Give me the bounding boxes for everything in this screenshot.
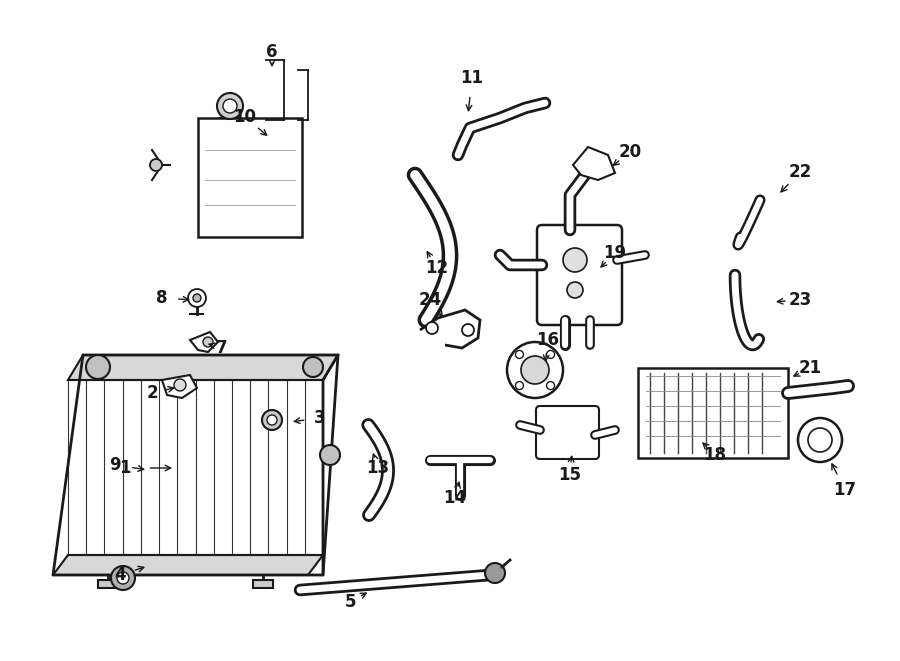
Circle shape xyxy=(267,415,277,425)
FancyBboxPatch shape xyxy=(537,225,622,325)
Circle shape xyxy=(516,381,524,389)
Text: 16: 16 xyxy=(536,331,560,349)
Circle shape xyxy=(188,289,206,307)
Circle shape xyxy=(563,248,587,272)
FancyBboxPatch shape xyxy=(536,406,599,459)
Circle shape xyxy=(111,566,135,590)
Bar xyxy=(253,580,273,588)
Circle shape xyxy=(462,324,474,336)
Polygon shape xyxy=(573,147,615,180)
Circle shape xyxy=(521,356,549,384)
Text: 22: 22 xyxy=(788,163,812,181)
Circle shape xyxy=(546,381,554,389)
Text: 20: 20 xyxy=(618,143,642,161)
Circle shape xyxy=(507,342,563,398)
Circle shape xyxy=(303,357,323,377)
Circle shape xyxy=(217,93,243,119)
Text: 9: 9 xyxy=(109,456,121,474)
Polygon shape xyxy=(162,375,197,398)
Text: 17: 17 xyxy=(833,481,857,499)
Circle shape xyxy=(193,294,201,302)
Circle shape xyxy=(546,350,554,358)
Text: 15: 15 xyxy=(559,466,581,484)
Text: 5: 5 xyxy=(344,593,356,611)
Circle shape xyxy=(808,428,832,452)
Text: 24: 24 xyxy=(418,291,442,309)
Circle shape xyxy=(203,337,213,347)
Text: 14: 14 xyxy=(444,489,466,507)
Polygon shape xyxy=(53,555,323,575)
Circle shape xyxy=(174,379,186,391)
Circle shape xyxy=(117,572,129,584)
Polygon shape xyxy=(68,380,323,555)
Circle shape xyxy=(86,355,110,379)
FancyBboxPatch shape xyxy=(198,118,302,237)
Text: 19: 19 xyxy=(603,244,626,262)
Text: 3: 3 xyxy=(314,409,326,427)
Text: 10: 10 xyxy=(233,108,256,126)
Circle shape xyxy=(262,410,282,430)
Circle shape xyxy=(567,282,583,298)
Text: 23: 23 xyxy=(788,291,812,309)
Circle shape xyxy=(320,445,340,465)
Text: 18: 18 xyxy=(704,446,726,464)
Circle shape xyxy=(223,99,237,113)
Circle shape xyxy=(516,350,524,358)
Text: 6: 6 xyxy=(266,43,278,61)
Polygon shape xyxy=(190,332,218,352)
Text: 21: 21 xyxy=(798,359,822,377)
Bar xyxy=(638,368,788,458)
Circle shape xyxy=(150,159,162,171)
Text: 8: 8 xyxy=(157,289,167,307)
Circle shape xyxy=(485,563,505,583)
Text: 11: 11 xyxy=(461,69,483,87)
Circle shape xyxy=(426,322,438,334)
Text: 12: 12 xyxy=(426,259,448,277)
Text: 13: 13 xyxy=(366,459,390,477)
Polygon shape xyxy=(68,355,338,380)
Text: 2: 2 xyxy=(146,384,158,402)
Text: 4: 4 xyxy=(114,566,126,584)
Text: 7: 7 xyxy=(216,339,228,357)
Bar xyxy=(98,580,118,588)
Text: 1: 1 xyxy=(119,459,130,477)
Circle shape xyxy=(798,418,842,462)
